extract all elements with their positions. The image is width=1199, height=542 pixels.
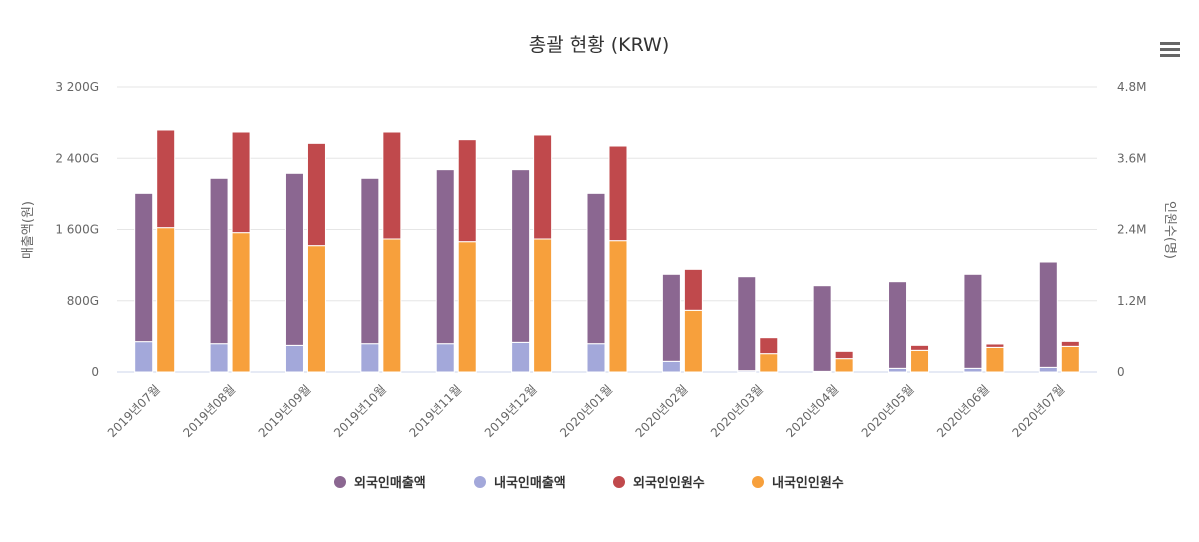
bar-visitors-foreign[interactable] bbox=[382, 131, 402, 240]
bar-sales-domestic[interactable] bbox=[888, 367, 908, 373]
bar-visitors-foreign[interactable] bbox=[910, 344, 930, 351]
bar-sales-domestic[interactable] bbox=[511, 341, 531, 373]
y-left-tick-label: 800G bbox=[67, 294, 99, 308]
x-tick-label: 2019년07월 bbox=[105, 382, 163, 440]
y-right-tick-label: 2.4M bbox=[1117, 223, 1146, 237]
y-left-tick-label: 2 400G bbox=[55, 151, 99, 165]
bar-visitors-domestic[interactable] bbox=[306, 245, 326, 373]
y-right-tick-label: 1.2M bbox=[1117, 294, 1146, 308]
legend-label: 내국인인원수 bbox=[772, 475, 844, 491]
bar-visitors-domestic[interactable] bbox=[231, 232, 251, 373]
bar-sales-domestic[interactable] bbox=[360, 343, 380, 373]
chart-title: 총괄 현황 (KRW) bbox=[529, 34, 670, 56]
x-tick-label: 2019년12월 bbox=[482, 382, 540, 440]
x-tick-label: 2020년05월 bbox=[859, 382, 917, 440]
y-left-tick-label: 1 600G bbox=[55, 223, 99, 237]
legend-label: 내국인매출액 bbox=[494, 475, 566, 491]
legend-item[interactable]: 내국인인원수 bbox=[752, 475, 844, 491]
bar-visitors-domestic[interactable] bbox=[834, 358, 854, 373]
bar-visitors-foreign[interactable] bbox=[457, 139, 477, 243]
x-tick-label: 2020년07월 bbox=[1010, 382, 1068, 440]
bar-visitors-domestic[interactable] bbox=[382, 238, 402, 373]
bar-visitors-domestic[interactable] bbox=[683, 309, 703, 373]
bar-visitors-domestic[interactable] bbox=[985, 346, 1005, 373]
y-left-tick-label: 3 200G bbox=[55, 80, 99, 94]
bar-sales-foreign[interactable] bbox=[812, 285, 832, 372]
legend-item[interactable]: 내국인매출액 bbox=[474, 475, 566, 491]
bar-visitors-domestic[interactable] bbox=[457, 241, 477, 373]
bar-visitors-foreign[interactable] bbox=[683, 268, 703, 311]
x-tick-label: 2020년06월 bbox=[934, 382, 992, 440]
bar-visitors-foreign[interactable] bbox=[1060, 340, 1080, 347]
x-tick-label: 2020년01월 bbox=[557, 382, 615, 440]
bar-sales-foreign[interactable] bbox=[360, 177, 380, 345]
bar-sales-domestic[interactable] bbox=[586, 343, 606, 373]
bar-visitors-domestic[interactable] bbox=[1060, 345, 1080, 373]
legend-item[interactable]: 외국인인원수 bbox=[613, 475, 705, 491]
x-tick-label: 2020년02월 bbox=[633, 382, 691, 440]
bar-sales-domestic[interactable] bbox=[209, 343, 229, 373]
bar-visitors-foreign[interactable] bbox=[985, 343, 1005, 348]
y-left-axis-title: 매출액(원) bbox=[21, 201, 36, 259]
hamburger-menu-icon[interactable] bbox=[1150, 34, 1188, 66]
bar-visitors-domestic[interactable] bbox=[608, 240, 628, 373]
bar-sales-domestic[interactable] bbox=[134, 341, 154, 373]
bar-visitors-foreign[interactable] bbox=[156, 129, 176, 229]
x-tick-label: 2019년09월 bbox=[256, 382, 314, 440]
bar-sales-domestic[interactable] bbox=[284, 344, 304, 373]
bar-sales-foreign[interactable] bbox=[1038, 261, 1058, 368]
bar-sales-foreign[interactable] bbox=[737, 276, 757, 372]
legend-marker bbox=[613, 476, 625, 488]
legend-marker bbox=[474, 476, 486, 488]
bar-visitors-foreign[interactable] bbox=[533, 134, 553, 240]
bar-sales-foreign[interactable] bbox=[586, 192, 606, 345]
bar-sales-foreign[interactable] bbox=[134, 192, 154, 343]
x-tick-label: 2019년11월 bbox=[406, 382, 464, 440]
y-right-axis-title: 인원수(명) bbox=[1162, 201, 1177, 259]
bar-sales-domestic[interactable] bbox=[661, 360, 681, 373]
legend-item[interactable]: 외국인매출액 bbox=[334, 475, 426, 491]
bar-visitors-foreign[interactable] bbox=[759, 337, 779, 355]
bar-sales-foreign[interactable] bbox=[284, 172, 304, 346]
y-right-tick-label: 0 bbox=[1117, 365, 1125, 379]
bar-sales-domestic[interactable] bbox=[1038, 366, 1058, 373]
legend-marker bbox=[334, 476, 346, 488]
bar-visitors-foreign[interactable] bbox=[306, 142, 326, 247]
x-tick-label: 2019년08월 bbox=[180, 382, 238, 440]
bar-visitors-foreign[interactable] bbox=[834, 350, 854, 360]
bar-visitors-domestic[interactable] bbox=[533, 238, 553, 373]
bar-visitors-domestic[interactable] bbox=[910, 349, 930, 373]
bar-sales-foreign[interactable] bbox=[661, 273, 681, 362]
x-tick-label: 2020년04월 bbox=[783, 382, 841, 440]
bar-sales-foreign[interactable] bbox=[209, 177, 229, 345]
y-right-tick-label: 3.6M bbox=[1117, 151, 1146, 165]
legend: 외국인매출액 내국인매출액 외국인인원수 내국인인원수 bbox=[334, 475, 844, 491]
bar-sales-foreign[interactable] bbox=[435, 169, 455, 345]
bar-sales-foreign[interactable] bbox=[963, 273, 983, 369]
bar-visitors-domestic[interactable] bbox=[156, 227, 176, 373]
x-tick-label: 2019년10월 bbox=[331, 382, 389, 440]
bar-visitors-foreign[interactable] bbox=[608, 145, 628, 242]
y-right-tick-label: 4.8M bbox=[1117, 80, 1146, 94]
bar-sales-foreign[interactable] bbox=[511, 169, 531, 343]
y-left-tick-label: 0 bbox=[91, 365, 99, 379]
bar-sales-domestic[interactable] bbox=[435, 343, 455, 373]
legend-label: 외국인인원수 bbox=[633, 475, 705, 491]
bar-visitors-foreign[interactable] bbox=[231, 131, 251, 234]
legend-label: 외국인매출액 bbox=[354, 475, 426, 491]
bar-sales-foreign[interactable] bbox=[888, 281, 908, 369]
x-tick-label: 2020년03월 bbox=[708, 382, 766, 440]
legend-marker bbox=[752, 476, 764, 488]
bar-visitors-domestic[interactable] bbox=[759, 353, 779, 373]
bar-sales-domestic[interactable] bbox=[963, 367, 983, 373]
